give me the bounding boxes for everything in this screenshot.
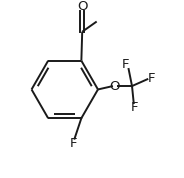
- Text: O: O: [110, 80, 120, 93]
- Text: F: F: [131, 101, 138, 114]
- Text: F: F: [70, 137, 77, 150]
- Text: F: F: [121, 58, 129, 71]
- Text: F: F: [148, 72, 156, 85]
- Text: O: O: [77, 0, 87, 13]
